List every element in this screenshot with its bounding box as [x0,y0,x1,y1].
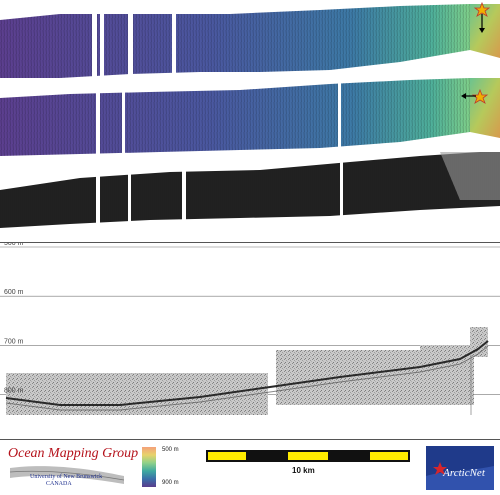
swath-maps-svg [0,1,500,230]
depth-profile-panel: 500 m 600 m 700 m 800 m [0,243,500,440]
depth-tick-label-500: 500 m [4,243,24,247]
arcticnet-logo: ArcticNet [426,446,494,490]
scale-bar-graphic [206,450,410,462]
depth-tick-label-700: 700 m [4,338,24,345]
arcticnet-text: ArcticNet [442,467,486,479]
logo-country: CANADA [46,481,72,487]
logo-title: Ocean Mapping Group [8,446,139,461]
arcticnet-logo-graphic: ArcticNet [426,446,494,490]
logo-swath-graphic [9,466,125,484]
colorbar-gradient [142,447,156,487]
scale-bar-label: 10 km [292,466,315,475]
depth-tick-label-600: 600 m [4,289,24,296]
depth-tick-labels: 500 m 600 m 700 m 800 m [4,243,24,395]
logo-university: University of New Brunswick [30,474,103,480]
backscatter-strip [0,152,500,230]
site-marker-2 [461,88,489,104]
colorbar-bottom-label: 900 m [162,480,179,486]
depth-profile-svg: 500 m 600 m 700 m 800 m [0,243,500,415]
maple-leaf-icon [433,462,447,475]
footer-panel [0,440,500,493]
site-marker-1 [473,1,491,33]
depth-tick-label-800: 800 m [4,388,24,395]
bathymetry-strip-1 [0,4,500,80]
swath-maps-panel [0,0,500,243]
sub-bottom-profile-section [5,327,489,415]
colorbar-top-label: 500 m [162,447,179,453]
bathymetry-strip-2 [0,78,500,158]
